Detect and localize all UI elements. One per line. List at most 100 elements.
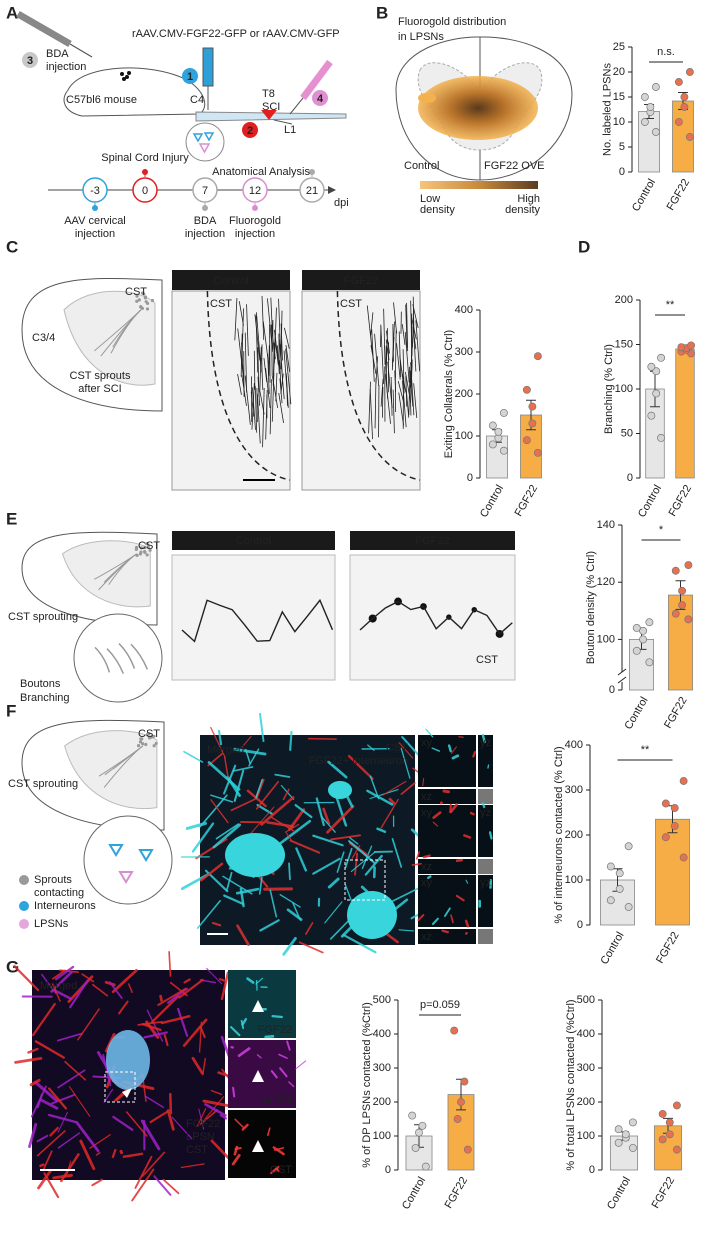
signal: [230, 798, 256, 812]
signal: [53, 989, 73, 1001]
data-point: [415, 1128, 423, 1137]
signal: [487, 764, 490, 769]
signal: [266, 821, 294, 828]
data-point: [651, 128, 660, 136]
arrowhead: [252, 1070, 264, 1082]
signal: [68, 1086, 91, 1117]
cst-dot: [134, 547, 138, 551]
signal: [240, 1019, 245, 1030]
signal: [160, 1014, 191, 1025]
caption: CST sprouts: [70, 370, 131, 382]
timeline-day: 12: [249, 185, 261, 197]
step-number: 1: [187, 71, 193, 83]
inset-label: FGF22: [258, 1024, 292, 1036]
signal: [168, 951, 172, 977]
arrowhead: [252, 1000, 264, 1012]
signal: [206, 967, 223, 985]
cst-dot: [144, 742, 148, 747]
signal: [210, 799, 229, 824]
signal: [31, 1002, 56, 1037]
signal: [329, 920, 349, 940]
signal: [241, 1123, 249, 1131]
y-tick-label: 300: [577, 1062, 595, 1074]
image-header: [172, 270, 290, 290]
signal: [260, 796, 295, 826]
image-label: CST: [340, 298, 362, 310]
cst-dot: [139, 546, 144, 550]
fiber: [385, 330, 390, 354]
plane-label: xz: [421, 861, 432, 873]
fiber: [269, 379, 272, 435]
data-point: [658, 1135, 667, 1144]
fiber: [280, 323, 283, 361]
signal: [199, 1109, 219, 1126]
data-point: [670, 822, 679, 830]
fiber: [246, 304, 249, 356]
data-point: [677, 343, 686, 352]
signal: [37, 1169, 53, 1190]
step-badge: [22, 52, 38, 68]
timeline-day: -3: [90, 185, 100, 197]
y-tick-label: 400: [577, 1028, 595, 1040]
timeline-label: AAV cervical: [64, 215, 126, 227]
fiber: [381, 387, 384, 418]
signal: [191, 1056, 204, 1075]
signal: [463, 834, 472, 839]
signal: [295, 847, 308, 872]
bda-injection-label: BDA: [46, 48, 69, 60]
signal: [211, 921, 222, 927]
timeline-pin-head: [142, 169, 148, 175]
fiber: [392, 389, 395, 434]
x-tick-label: Control: [622, 695, 650, 732]
signal: [312, 834, 344, 847]
fiber: [415, 320, 421, 372]
roi-box: [104, 1071, 136, 1103]
fiber: [394, 370, 396, 392]
fiber: [254, 386, 258, 433]
y-tick-label: 200: [615, 294, 633, 306]
signal: [289, 839, 321, 854]
signal: [77, 1008, 100, 1041]
fiber: [405, 304, 408, 348]
signal: [141, 1022, 162, 1032]
fg-syringe: [300, 59, 333, 101]
fiber: [285, 344, 291, 373]
cst-dot: [145, 307, 150, 311]
brain-mark: [120, 72, 124, 76]
plane-label: yz: [480, 877, 491, 889]
signal: [336, 851, 345, 873]
signal: [210, 1089, 223, 1096]
signal: [233, 769, 245, 803]
y-tick-label: 0: [619, 166, 625, 178]
signal: [75, 1120, 100, 1153]
fiber: [271, 373, 275, 422]
step-badge: [242, 122, 258, 138]
signal: [354, 852, 359, 876]
signal: [447, 744, 452, 753]
y-tick-label: 400: [565, 739, 583, 751]
data-point: [680, 93, 689, 101]
signal: [282, 788, 290, 801]
y-tick-label: 5: [619, 141, 625, 153]
signal: [223, 764, 237, 795]
interneuron-soma: [225, 833, 285, 877]
signal: [295, 1060, 307, 1070]
signal: [426, 875, 432, 880]
x-tick-label: FGF22: [654, 930, 682, 966]
signal: [391, 838, 403, 868]
timeline-pin-head: [252, 205, 258, 211]
signal: [233, 747, 267, 756]
data-point: [679, 777, 688, 785]
data-point: [421, 1162, 430, 1171]
data-point: [658, 1109, 667, 1118]
signal: [51, 982, 61, 1002]
signal: [127, 983, 133, 994]
plane-label: xy: [421, 807, 433, 819]
y-tick-label: 400: [455, 304, 473, 316]
data-point: [628, 1118, 637, 1127]
plane-label: yz: [480, 737, 491, 749]
panel-letter: F: [6, 701, 16, 720]
x-tick-label: FGF22: [665, 177, 693, 213]
data-point: [661, 833, 670, 842]
signal: [29, 1078, 41, 1087]
